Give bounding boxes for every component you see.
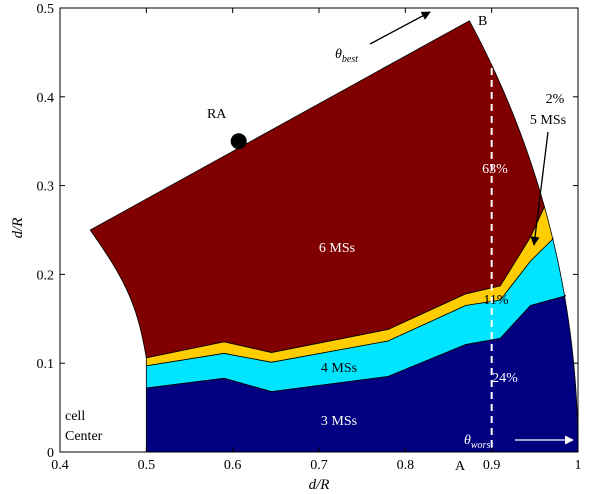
label-6-mss: 6 MSs: [319, 241, 355, 256]
label-a: A: [455, 459, 466, 474]
y-tick-label: 0.2: [37, 268, 55, 283]
x-tick-label: 0.6: [224, 458, 242, 473]
x-axis-label: d/R: [309, 477, 330, 493]
label-theta-best: θbest: [335, 47, 358, 65]
x-tick-label: 1: [575, 458, 582, 473]
area-3-mss: [145, 295, 579, 453]
label-24-percent: 24%: [492, 371, 518, 386]
ra-marker: [230, 133, 247, 150]
label-cell: cell: [65, 409, 85, 424]
y-tick-label: 0.3: [37, 180, 55, 195]
area-6-mss: [89, 20, 545, 359]
label-5-mss: 5 MSs: [530, 113, 566, 128]
arrow-theta-best: [369, 11, 431, 45]
label-63-percent: 63%: [482, 162, 508, 177]
label-center: Center: [65, 429, 103, 444]
label-b: B: [478, 14, 487, 29]
area-layers: [89, 20, 579, 453]
label-3-mss: 3 MSs: [321, 414, 357, 429]
x-tick-label: 0.5: [138, 458, 156, 473]
y-axis-label: d/R: [10, 218, 26, 239]
x-tick-label: 0.9: [483, 458, 501, 473]
label-theta-worst: θworst: [464, 433, 493, 451]
ra-label: RA: [207, 107, 227, 122]
y-tick-label: 0.5: [37, 2, 55, 17]
x-tick-label: 0.7: [310, 458, 328, 473]
x-axis-ticks: 0.4 0.5 0.6 0.7 0.8 0.9 1: [51, 8, 582, 473]
y-tick-label: 0.1: [37, 357, 55, 372]
label-11-percent: 11%: [483, 293, 508, 308]
arrow-5-mss: [530, 131, 549, 246]
label-4-mss: 4 MSs: [321, 361, 357, 376]
label-2-percent: 2%: [546, 92, 565, 107]
y-tick-label: 0: [47, 446, 54, 461]
y-axis-ticks: 0 0.1 0.2 0.3 0.4 0.5: [37, 2, 578, 461]
x-tick-label: 0.4: [51, 458, 69, 473]
x-tick-label: 0.8: [397, 458, 415, 473]
y-tick-label: 0.4: [37, 91, 55, 106]
